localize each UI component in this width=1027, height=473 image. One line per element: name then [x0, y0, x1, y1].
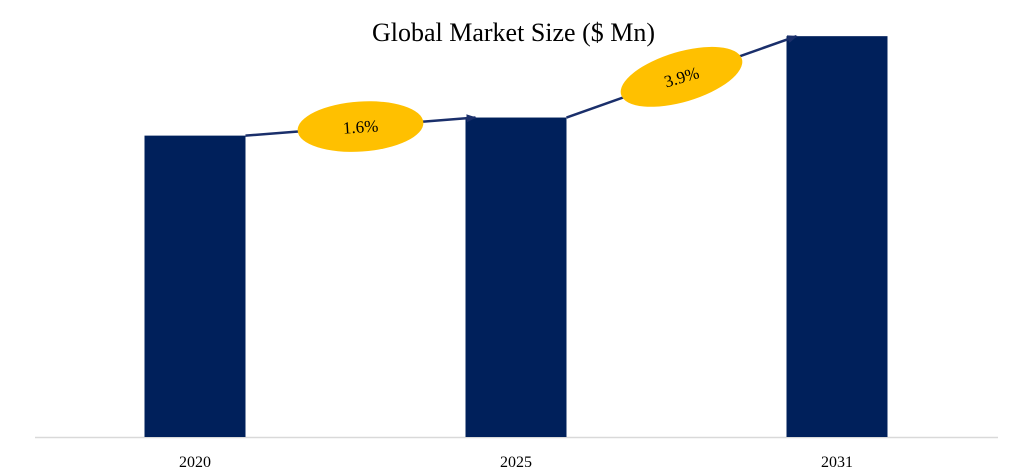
bar-2025 [465, 117, 567, 437]
bar-2020 [144, 135, 246, 437]
bar-2031 [786, 36, 888, 437]
x-tick-label-2020: 2020 [179, 454, 211, 471]
cagr-ellipse-1 [297, 101, 424, 152]
x-tick-label-2025: 2025 [500, 454, 532, 471]
x-tick-label-2031: 2031 [821, 454, 853, 471]
chart-title: Global Market Size ($ Mn) [371, 18, 656, 47]
cagr-ellipse-2 [620, 46, 743, 107]
cagr-badge-2: 3.9% [620, 46, 743, 107]
cagr-badge-1: 1.6% [297, 101, 424, 152]
cagr-label-1: 1.6% [342, 116, 379, 137]
